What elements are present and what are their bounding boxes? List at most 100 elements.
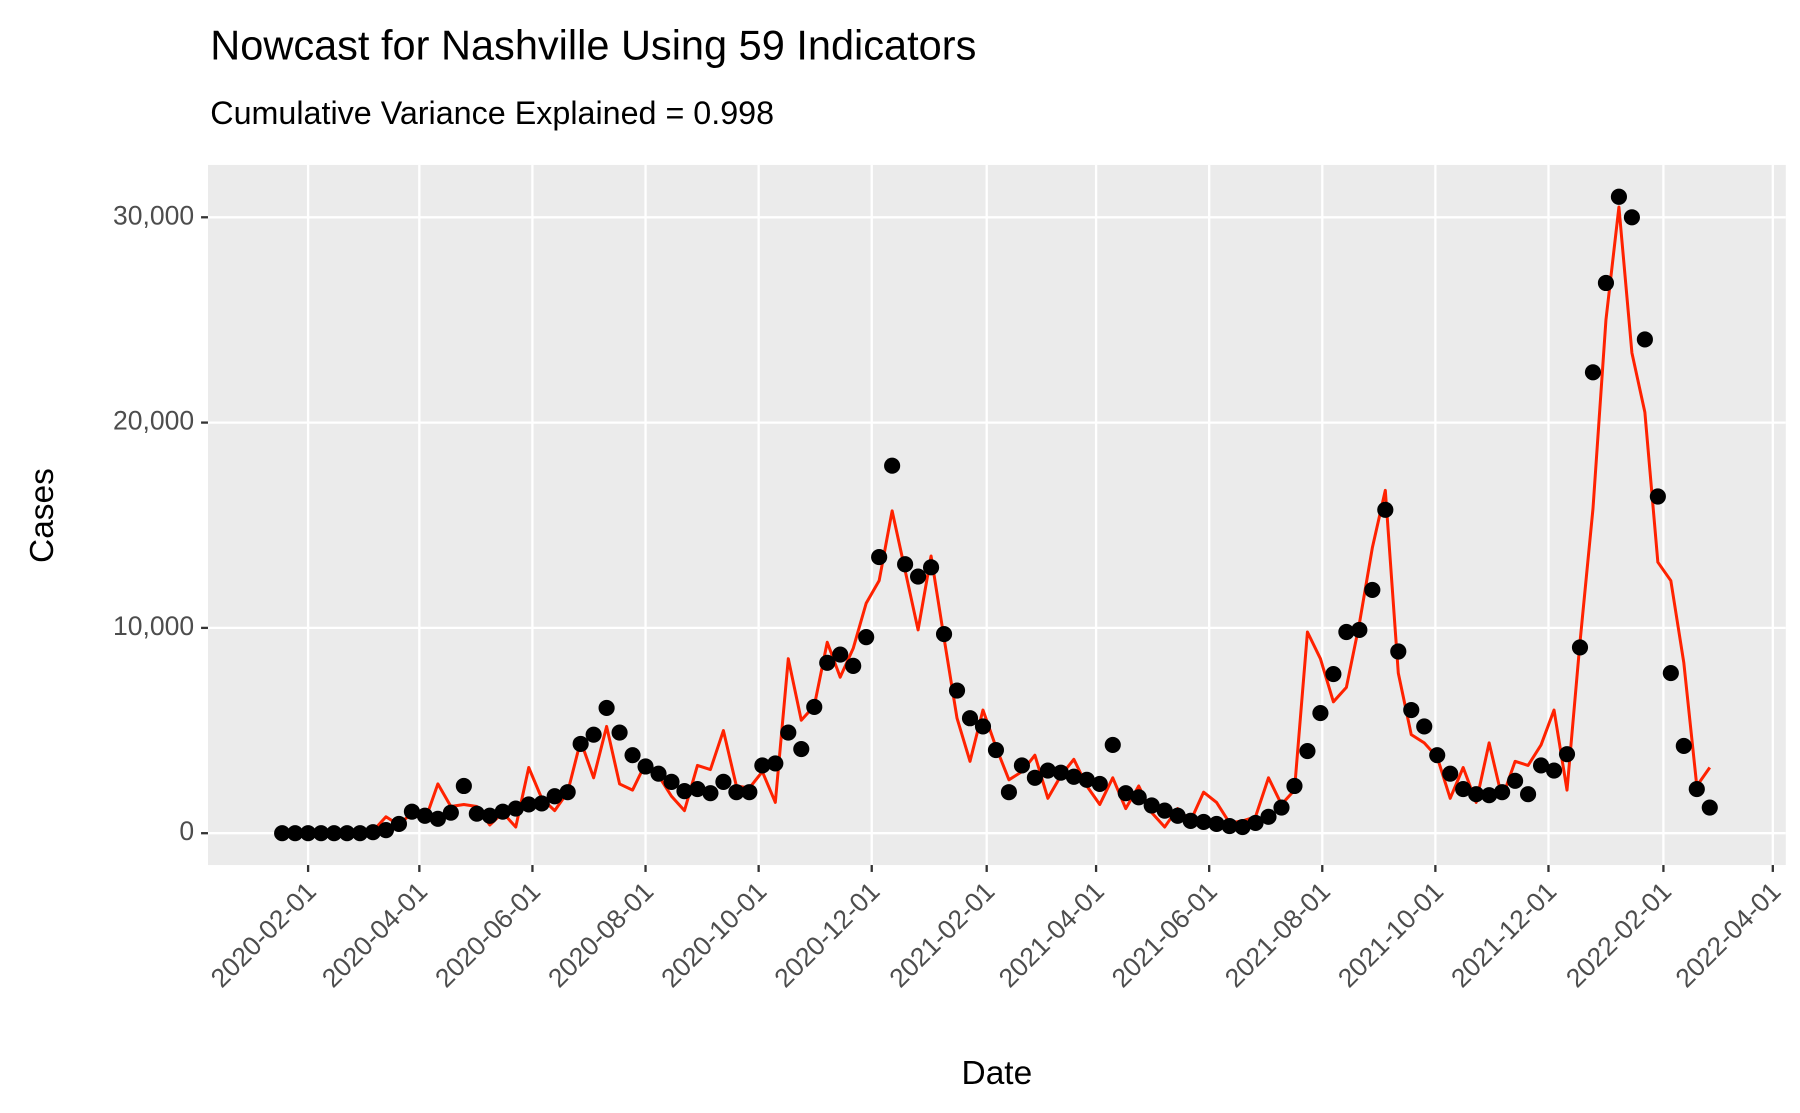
data-point — [572, 735, 589, 752]
data-point — [300, 825, 317, 842]
data-point — [884, 457, 901, 474]
data-point — [650, 765, 667, 782]
data-point — [1104, 736, 1121, 753]
data-point — [468, 805, 485, 822]
data-point — [1091, 775, 1108, 793]
data-point — [1584, 364, 1602, 381]
y-axis-title: Cases — [24, 468, 61, 563]
data-point — [1532, 757, 1550, 774]
x-tick-label: 2020-02-01 — [205, 876, 322, 993]
data-point — [598, 699, 615, 717]
x-tick-label: 2021-04-01 — [993, 876, 1110, 993]
data-point — [351, 825, 369, 842]
data-point — [1130, 789, 1147, 806]
data-point — [1623, 209, 1640, 226]
data-point — [1052, 764, 1069, 781]
data-point — [1442, 765, 1459, 782]
data-point — [546, 788, 563, 805]
data-point — [585, 726, 602, 743]
data-point — [1208, 815, 1225, 833]
data-point — [403, 803, 420, 820]
data-point — [1571, 639, 1589, 656]
data-point — [1143, 797, 1160, 814]
x-tick-label: 2022-02-01 — [1560, 876, 1677, 993]
x-tick-label: 2020-10-01 — [655, 876, 772, 993]
data-point — [780, 724, 797, 741]
data-point — [1221, 817, 1238, 835]
data-point — [767, 755, 784, 772]
data-point — [1260, 808, 1277, 825]
data-point — [728, 784, 745, 801]
data-point — [1636, 331, 1653, 348]
data-point — [1169, 807, 1186, 824]
data-point — [832, 646, 849, 663]
data-point — [676, 783, 693, 800]
chart-subtitle: Cumulative Variance Explained = 0.998 — [210, 95, 774, 131]
data-point — [1325, 666, 1342, 683]
data-point — [390, 815, 408, 833]
data-point — [1688, 780, 1705, 798]
data-point — [871, 548, 888, 566]
data-point — [1403, 701, 1420, 719]
data-point — [637, 758, 654, 775]
y-tick-label: 30,000 — [113, 200, 194, 230]
data-point — [1299, 743, 1316, 760]
data-point — [1468, 786, 1485, 803]
data-point — [1429, 747, 1446, 764]
data-point — [1545, 762, 1563, 779]
data-point — [559, 784, 576, 801]
data-point — [481, 807, 498, 824]
data-point — [1078, 771, 1095, 788]
x-axis-title: Date — [962, 1055, 1033, 1092]
y-tick-label: 20,000 — [113, 406, 194, 436]
data-point — [533, 795, 550, 812]
data-point — [819, 654, 836, 671]
data-point — [325, 825, 343, 842]
data-point — [287, 825, 304, 842]
data-point — [1519, 786, 1537, 803]
data-point — [1364, 581, 1381, 598]
data-point — [1195, 813, 1212, 830]
data-point — [611, 724, 628, 741]
data-point — [520, 796, 537, 813]
data-point — [935, 625, 953, 643]
data-point — [1247, 814, 1264, 832]
data-point — [338, 825, 356, 842]
x-tick-label: 2021-12-01 — [1445, 876, 1562, 993]
data-point — [1156, 802, 1173, 819]
data-point — [1610, 188, 1627, 205]
chart-title: Nowcast for Nashville Using 59 Indicator… — [210, 21, 976, 68]
data-point — [702, 785, 719, 802]
data-point — [1481, 787, 1498, 804]
data-point — [1039, 762, 1056, 779]
data-point — [1026, 769, 1043, 786]
data-point — [494, 803, 511, 820]
data-point — [1338, 623, 1355, 641]
x-tick-label: 2022-04-01 — [1669, 876, 1786, 993]
x-tick-label: 2020-08-01 — [542, 876, 659, 993]
data-point — [922, 559, 940, 576]
data-point — [663, 773, 680, 790]
data-point — [1013, 757, 1030, 774]
data-point — [1597, 274, 1615, 292]
data-point — [1117, 785, 1134, 802]
data-point — [364, 824, 382, 841]
data-point — [1286, 777, 1303, 795]
data-point — [1416, 718, 1433, 735]
data-point — [1377, 501, 1394, 518]
data-point — [910, 568, 927, 585]
y-tick-label: 0 — [179, 816, 194, 846]
data-point — [987, 741, 1005, 759]
data-point — [1455, 780, 1472, 798]
data-point — [1000, 784, 1018, 801]
data-point — [274, 825, 291, 842]
data-point — [624, 747, 641, 764]
data-point — [845, 657, 862, 674]
data-point — [1701, 799, 1718, 816]
x-tick-label: 2020-06-01 — [429, 876, 546, 993]
data-point — [948, 682, 966, 699]
y-tick-label: 10,000 — [113, 611, 194, 641]
data-point — [1065, 768, 1082, 785]
data-point — [1234, 818, 1251, 836]
data-point — [858, 629, 875, 646]
